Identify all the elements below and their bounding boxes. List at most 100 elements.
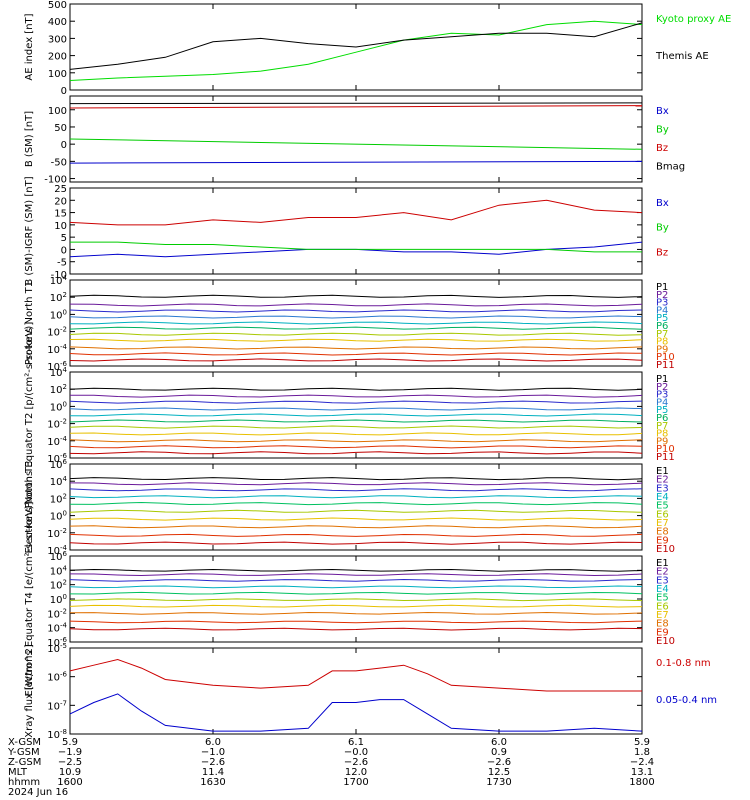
y-tick-label: 15 bbox=[54, 209, 67, 220]
series-line-6 bbox=[69, 598, 643, 602]
legend-entry-5: E5 bbox=[656, 501, 669, 512]
series-line-2 bbox=[69, 394, 643, 398]
legend-entry-2: P2 bbox=[656, 290, 668, 301]
legend-entry-3: E3 bbox=[656, 575, 669, 586]
legend-entry-1: Bx bbox=[656, 106, 669, 117]
series-line-2 bbox=[69, 303, 643, 307]
series-line-1 bbox=[69, 294, 643, 298]
series-line-10 bbox=[69, 541, 643, 545]
series-line-10 bbox=[69, 352, 643, 356]
bottom-axis-value: −0.0 bbox=[344, 747, 368, 758]
legend-entry-10: E10 bbox=[656, 544, 675, 555]
series-line-9 bbox=[69, 620, 643, 624]
series-line-3 bbox=[69, 578, 643, 582]
legend-entry-3: E3 bbox=[656, 483, 669, 494]
legend-entry-5: P5 bbox=[656, 405, 668, 416]
bottom-axis-value: 5.9 bbox=[634, 737, 650, 748]
y-tick-label: 100 bbox=[48, 69, 67, 80]
legend-entry-8: E8 bbox=[656, 527, 669, 538]
legend-entry-4: P4 bbox=[656, 305, 668, 316]
series-line-3 bbox=[69, 309, 643, 313]
series-line-10 bbox=[69, 445, 643, 449]
legend-entry-2: 0.05-0.4 nm bbox=[656, 695, 717, 706]
panel-frame bbox=[69, 95, 643, 183]
y-tick-label: 10-5 bbox=[47, 642, 67, 655]
panel-frame bbox=[69, 187, 643, 275]
legend-entry-1: P1 bbox=[656, 282, 668, 293]
bottom-axis-value: −2.4 bbox=[630, 757, 654, 768]
hhmm-label: hhmm bbox=[8, 777, 40, 788]
series-line-8 bbox=[69, 525, 643, 529]
y-tick-label: 20 bbox=[54, 196, 67, 207]
y-tick-label: 10-2 bbox=[47, 607, 67, 620]
y-tick-label: 10-2 bbox=[47, 418, 67, 431]
bottom-axis-value: 12.5 bbox=[488, 767, 510, 778]
series-line-6 bbox=[69, 419, 643, 423]
y-tick-label: 104 bbox=[50, 274, 68, 287]
y-tick-label: 100 bbox=[50, 400, 67, 413]
y-tick-label: 10-7 bbox=[47, 699, 67, 712]
series-line-5 bbox=[69, 413, 643, 417]
y-axis-label: B (SM)-IGRF (SM) [nT] bbox=[24, 176, 35, 285]
y-tick-label: 104 bbox=[50, 475, 68, 488]
y-tick-label: 100 bbox=[48, 106, 67, 117]
bottom-axis-table: X-GSM Y-GSM Z-GSM MLT hhmm 2024 Jun 16 5… bbox=[7, 737, 655, 798]
bottom-axis-value: 5.9 bbox=[62, 737, 78, 748]
y-tick-label: 106 bbox=[50, 458, 68, 471]
panel-2: 100 50 0 -50 -100 B (SM) [nT] Bx By Bz Bmag bbox=[24, 95, 685, 186]
bottom-axis-value: −2.6 bbox=[487, 757, 511, 768]
series-line-5 bbox=[69, 321, 643, 325]
legend-entry-6: E6 bbox=[656, 509, 669, 520]
y-tick-label: 0 bbox=[61, 245, 67, 256]
y-tick-label: -10 bbox=[51, 270, 67, 281]
bottom-axis-value: 1730 bbox=[486, 777, 511, 788]
legend-entry-2: E2 bbox=[656, 567, 669, 578]
legend-entry-10: P10 bbox=[656, 352, 675, 363]
legend-entry-1: Kyoto proxy AE bbox=[656, 14, 731, 25]
series-line-6 bbox=[69, 326, 643, 330]
y-tick-label: 102 bbox=[50, 492, 67, 505]
y-axis-label: Protons North T1 bbox=[24, 281, 35, 365]
legend-entry-3: P3 bbox=[656, 390, 668, 401]
y-tick-label: 102 bbox=[50, 291, 67, 304]
legend-entry-7: P7 bbox=[656, 329, 668, 340]
y-tick-label: 102 bbox=[50, 579, 67, 592]
legend-entry-7: E7 bbox=[656, 518, 669, 529]
legend-entry-4: E4 bbox=[656, 492, 669, 503]
y-tick-label: 10-4 bbox=[47, 435, 67, 448]
y-tick-label: 10-4 bbox=[47, 622, 67, 635]
y-axis-label: Xray flux [W/m^2] bbox=[24, 644, 35, 738]
series-line-11 bbox=[69, 451, 643, 455]
legend-entry-9: E9 bbox=[656, 627, 669, 638]
legend-entry-11: P11 bbox=[656, 360, 675, 371]
bottom-axis-value: −1.9 bbox=[58, 747, 82, 758]
y-tick-label: 300 bbox=[48, 34, 67, 45]
series-line-8 bbox=[69, 338, 643, 342]
legend-entry-5: E5 bbox=[656, 593, 669, 604]
series-line-7 bbox=[69, 425, 643, 429]
legend-entry-6: P6 bbox=[656, 321, 668, 332]
legend-entry-1: P1 bbox=[656, 374, 668, 385]
series-line-1 bbox=[69, 160, 643, 164]
y-tick-label: 10-2 bbox=[47, 326, 67, 339]
legend-entry-6: E6 bbox=[656, 601, 669, 612]
y-tick-label: 0 bbox=[61, 86, 67, 97]
bottom-axis-value: 1600 bbox=[57, 777, 82, 788]
y-tick-label: 50 bbox=[54, 123, 67, 134]
legend-entry-1: E1 bbox=[656, 558, 669, 569]
series-line-9 bbox=[69, 533, 643, 537]
series-line-4 bbox=[69, 585, 643, 589]
y-tick-label: 10-6 bbox=[47, 671, 67, 684]
series-line-1 bbox=[69, 568, 643, 572]
series-line-1 bbox=[69, 477, 643, 481]
xgsm-label: X-GSM bbox=[8, 737, 41, 748]
legend-entry-11: P11 bbox=[656, 452, 675, 463]
y-axis-label: AE index [nT] bbox=[24, 13, 35, 80]
y-tick-label: 500 bbox=[48, 0, 67, 11]
bottom-axis-value: 1700 bbox=[343, 777, 368, 788]
date-label: 2024 Jun 16 bbox=[8, 787, 68, 798]
